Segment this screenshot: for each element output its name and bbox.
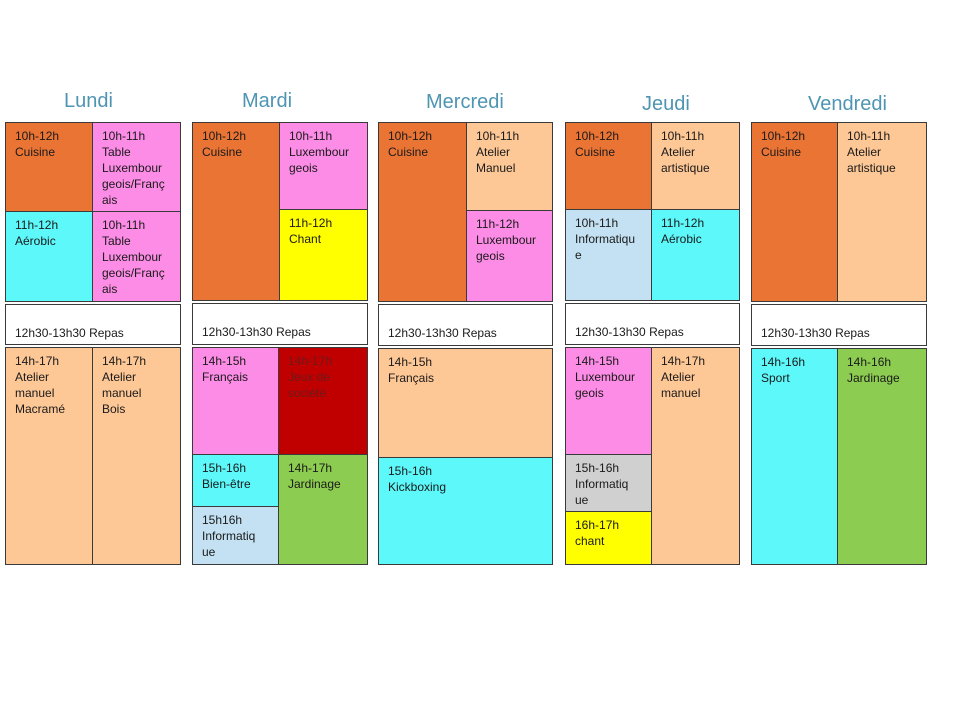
mercredi-lunch: 12h30-13h30 Repas <box>378 304 553 346</box>
lundi-table-luxembourgeois-2: 10h-11h Table Luxembour geois/Franç ais <box>92 211 181 302</box>
lundi-atelier-macrame: 14h-17h Atelier manuel Macramé <box>5 347 93 565</box>
lundi-atelier-bois: 14h-17h Atelier manuel Bois <box>92 347 181 565</box>
jeudi-aerobic: 11h-12h Aérobic <box>651 209 740 301</box>
mercredi-atelier-manuel: 10h-11h Atelier Manuel <box>466 122 553 211</box>
jeudi-atelier-manuel: 14h-17h Atelier manuel <box>651 347 740 565</box>
jeudi-luxembourgeois: 14h-15h Luxembour geois <box>565 347 652 455</box>
vendredi-sport: 14h-16h Sport <box>751 348 838 565</box>
jeudi-atelier-artistique: 10h-11h Atelier artistique <box>651 122 740 210</box>
lundi-aerobic: 11h-12h Aérobic <box>5 211 93 302</box>
jeudi-chant: 16h-17h chant <box>565 511 652 565</box>
mardi-jardinage: 14h-17h Jardinage <box>278 454 368 565</box>
mercredi-luxembourgeois: 11h-12h Luxembour geois <box>466 210 553 302</box>
mercredi-kickboxing: 15h-16h Kickboxing <box>378 457 553 565</box>
mardi-bien-etre: 15h-16h Bien-être <box>192 454 279 507</box>
mardi-chant: 11h-12h Chant <box>279 209 368 301</box>
mardi-jeux-de-societe: 14h-17h Jeux de société <box>278 347 368 455</box>
mardi-francais: 14h-15h Français <box>192 347 279 455</box>
day-title-mardi: Mardi <box>242 90 293 112</box>
vendredi-cuisine: 10h-12h Cuisine <box>751 122 838 302</box>
vendredi-lunch: 12h30-13h30 Repas <box>751 304 927 346</box>
lundi-cuisine: 10h-12h Cuisine <box>5 122 93 212</box>
mercredi-cuisine: 10h-12h Cuisine <box>378 122 467 302</box>
day-title-lundi: Lundi <box>64 90 113 112</box>
day-title-mercredi: Mercredi <box>426 91 504 113</box>
day-title-vendredi: Vendredi <box>808 93 887 115</box>
mardi-luxembourgeois: 10h-11h Luxembour geois <box>279 122 368 210</box>
jeudi-informatique-matin: 10h-11h Informatiqu e <box>565 209 652 301</box>
lundi-lunch: 12h30-13h30 Repas <box>5 304 181 345</box>
mercredi-francais: 14h-15h Français <box>378 348 553 458</box>
jeudi-lunch: 12h30-13h30 Repas <box>565 303 740 345</box>
vendredi-jardinage: 14h-16h Jardinage <box>837 348 927 565</box>
vendredi-atelier-artistique: 10h-11h Atelier artistique <box>837 122 927 302</box>
day-title-jeudi: Jeudi <box>642 93 690 115</box>
mardi-informatique: 15h16h Informatiq ue <box>192 506 279 565</box>
jeudi-cuisine: 10h-12h Cuisine <box>565 122 652 210</box>
mardi-lunch: 12h30-13h30 Repas <box>192 303 368 345</box>
mardi-cuisine: 10h-12h Cuisine <box>192 122 280 301</box>
lundi-table-luxembourgeois-1: 10h-11h Table Luxembour geois/Franç ais <box>92 122 181 212</box>
jeudi-informatique-apres-midi: 15h-16h Informatiq ue <box>565 454 652 512</box>
